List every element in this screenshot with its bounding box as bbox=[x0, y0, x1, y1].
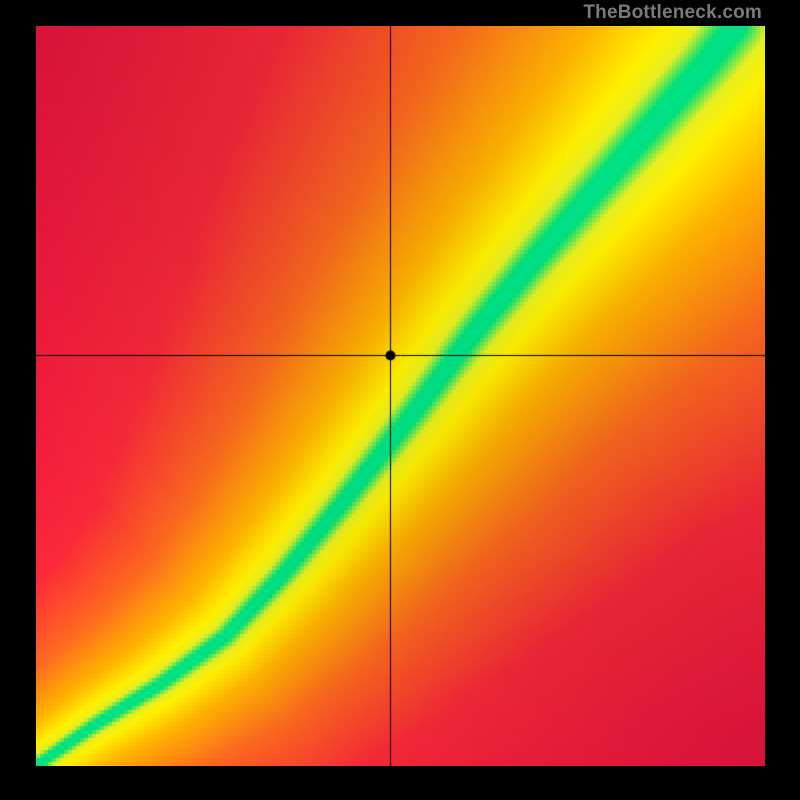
chart-frame: TheBottleneck.com bbox=[0, 0, 800, 800]
heatmap-plot bbox=[36, 26, 765, 766]
attribution-label: TheBottleneck.com bbox=[583, 2, 762, 24]
heatmap-canvas bbox=[36, 26, 765, 766]
